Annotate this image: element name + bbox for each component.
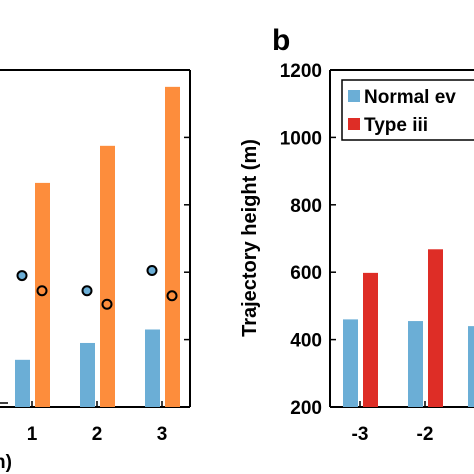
legend-swatch-type-iii [348, 118, 360, 130]
right-bar-type-iii-2 [428, 249, 443, 407]
right-ylabel: Trajectory height (m) [239, 139, 261, 337]
legend-box [341, 79, 474, 141]
left-bar-blue-3 [145, 329, 160, 407]
right-bar-normal-cropped [468, 326, 474, 407]
left-bar-blue-2 [80, 342, 95, 407]
right-bar-normal-2 [408, 321, 423, 407]
left-marker-1-2 [36, 285, 48, 297]
left-marker-3-1 [146, 265, 158, 277]
right-ytick-label-0: 200 [290, 398, 322, 419]
left-xlabel: n) [0, 452, 12, 473]
legend-label-type-iii: Type iii [364, 115, 428, 136]
right-ytick-label-5: 1200 [280, 61, 322, 82]
left-xtick-label-1: 1 [27, 424, 38, 445]
left-marker-1-1 [16, 270, 28, 282]
right-ytick-label-2: 600 [290, 263, 322, 284]
legend-label-normal: Normal ev [364, 87, 456, 108]
left-xtick-label-2: 2 [92, 424, 103, 445]
right-ytick-label-1: 400 [290, 331, 322, 352]
right-panel: b 200 400 600 800 1000 1200 -3 -2 Trajectory h… [239, 24, 474, 445]
left-bar-blue-1 [15, 359, 30, 407]
left-marker-3-2 [166, 290, 178, 302]
left-xtick-label-3: 3 [157, 424, 168, 445]
right-bar-type-iii-1 [363, 272, 378, 407]
right-ytick-label-4: 1000 [280, 128, 322, 149]
left-marker-2-1 [81, 285, 93, 297]
left-marker-2-2 [101, 298, 113, 310]
panel-label-b: b [272, 24, 290, 57]
right-bar-normal-1 [343, 319, 358, 407]
left-bar-orange-2 [100, 145, 115, 407]
right-xtick-label-2: -2 [417, 424, 434, 445]
legend-swatch-normal [348, 90, 360, 102]
left-panel: 1 2 3 n) [0, 69, 191, 473]
right-ytick-label-3: 800 [290, 196, 322, 217]
right-xtick-label-1: -3 [352, 424, 369, 445]
legend: Normal ev Type iii [341, 79, 474, 141]
left-bar-orange-3 [165, 86, 180, 407]
